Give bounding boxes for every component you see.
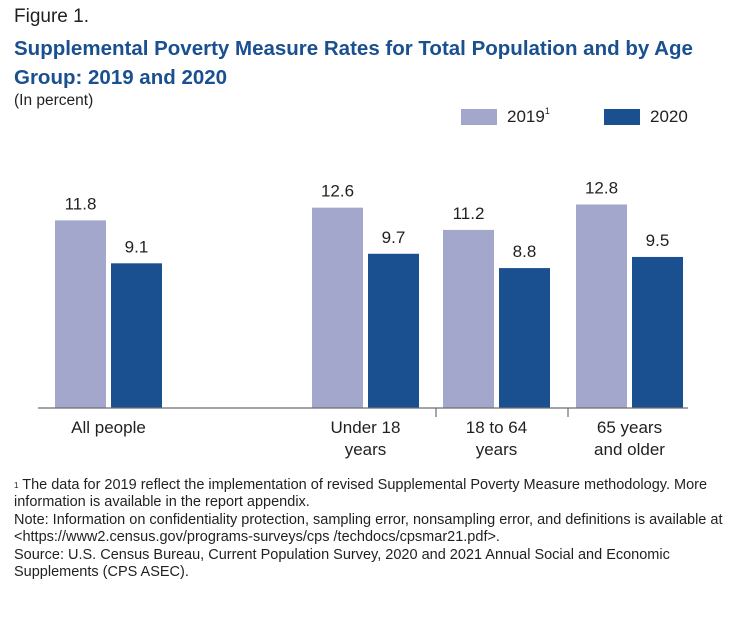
footnotes: 1 The data for 2019 reflect the implemen… (14, 477, 734, 581)
footnote-1-marker: 1 (14, 481, 19, 490)
legend-swatch-2020 (604, 109, 640, 125)
footnote-source: Source: U.S. Census Bureau, Current Popu… (14, 546, 670, 581)
footnote-1-text: The data for 2019 reflect the implementa… (14, 477, 708, 511)
legend-item-2019: 20191 (461, 106, 550, 128)
data-label-2019-3: 12.8 (585, 178, 618, 197)
footnote-note: Note: Information on confidentiality pro… (14, 511, 723, 546)
data-label-2019-2: 11.2 (453, 204, 485, 223)
bar-chart: 11.8 9.1 All people 12.6 9.7 Under 18 years 11.… (38, 178, 688, 459)
bar-2019-3 (576, 204, 627, 408)
bar-2020-0 (111, 263, 162, 408)
bar-2020-1 (368, 253, 419, 408)
category-label-1: years (345, 440, 387, 459)
data-label-2020-2: 8.8 (513, 242, 537, 261)
legend-superscript-2019: 1 (544, 106, 550, 116)
category-label-2: 18 to 64 (466, 418, 527, 437)
category-label-1: Under 18 (331, 418, 401, 437)
category-label-2: years (476, 440, 518, 459)
bar-2019-0 (55, 220, 106, 408)
chart-subtitle: (In percent) (14, 92, 94, 109)
category-label-3: 65 years (597, 418, 662, 437)
bar-2019-2 (443, 229, 494, 408)
legend-label-2020: 2020 (650, 107, 688, 126)
legend-label-2019: 2019 (507, 107, 545, 126)
data-label-2019-1: 12.6 (321, 182, 354, 201)
data-label-2020-0: 9.1 (125, 237, 149, 256)
bar-2020-2 (499, 268, 550, 408)
figure-label: Figure 1. (14, 6, 89, 27)
category-label-3: and older (594, 440, 665, 459)
footnote-1: 1 The data for 2019 reflect the implemen… (14, 477, 734, 512)
data-label-2020-1: 9.7 (382, 228, 406, 247)
bar-2020-3 (632, 256, 683, 408)
legend-swatch-2019 (461, 109, 497, 125)
data-label-2019-0: 11.8 (65, 194, 97, 213)
bar-2019-1 (312, 207, 363, 408)
category-label-0: All people (71, 418, 146, 437)
chart-title: Supplemental Poverty Measure Rates for T… (14, 37, 693, 89)
data-label-2020-3: 9.5 (646, 231, 670, 250)
legend-item-2020: 2020 (604, 106, 688, 128)
